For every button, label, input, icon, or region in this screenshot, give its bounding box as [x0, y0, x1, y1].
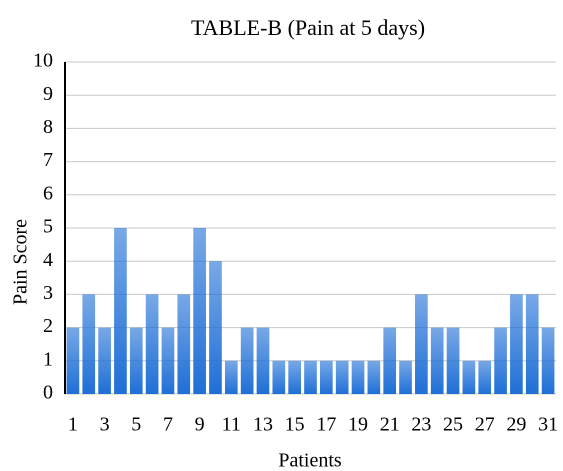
x-tick-label: 15 [285, 414, 305, 436]
bar [510, 294, 523, 394]
x-tick-label: 9 [195, 414, 205, 436]
bar [415, 294, 428, 394]
y-tick-label: 9 [43, 83, 53, 105]
bar [525, 294, 539, 394]
bar [114, 228, 127, 394]
y-tick-label: 7 [43, 149, 53, 171]
bar [98, 327, 111, 394]
y-tick-label: 0 [43, 382, 53, 404]
bar [129, 327, 143, 394]
bar [383, 327, 397, 394]
y-tick-label: 5 [43, 216, 53, 238]
x-tick-label: 7 [163, 414, 173, 436]
bar [224, 360, 238, 394]
chart-title: TABLE-B (Pain at 5 days) [191, 15, 425, 40]
bar [288, 360, 301, 394]
x-tick-label: 31 [538, 414, 558, 436]
bar [82, 294, 96, 394]
y-tick-label: 3 [43, 282, 53, 304]
bar [256, 327, 270, 394]
bar [351, 360, 365, 394]
bar [478, 360, 492, 394]
x-tick-label: 27 [475, 414, 495, 436]
bar [240, 327, 254, 394]
x-tick-label: 25 [443, 414, 463, 436]
bar [177, 294, 191, 394]
y-tick-label: 8 [43, 116, 53, 138]
bar [145, 294, 159, 394]
y-tick-label: 1 [43, 348, 53, 370]
bar [272, 360, 286, 394]
x-tick-label: 13 [253, 414, 273, 436]
y-tick-label: 4 [43, 249, 53, 271]
bar [541, 327, 555, 394]
bar [399, 360, 412, 394]
x-tick-label: 1 [68, 414, 78, 436]
x-tick-label: 29 [506, 414, 526, 436]
x-tick-label: 23 [411, 414, 431, 436]
bar [335, 360, 349, 394]
y-tick-label: 2 [43, 315, 53, 337]
bar [209, 261, 222, 394]
bar [462, 360, 476, 394]
x-tick-label: 5 [131, 414, 141, 436]
bar [193, 228, 206, 394]
x-tick-label: 21 [380, 414, 400, 436]
bar [446, 327, 460, 394]
bar [66, 327, 80, 394]
y-tick-label: 10 [33, 50, 53, 72]
bar [320, 360, 333, 394]
bar [430, 327, 444, 394]
x-tick-label: 17 [316, 414, 336, 436]
x-axis-label: Patients [278, 450, 342, 471]
x-tick-label: 3 [100, 414, 110, 436]
bar [494, 327, 507, 394]
bar [161, 327, 175, 394]
x-tick-label: 19 [348, 414, 368, 436]
bar [304, 360, 317, 394]
y-tick-label: 6 [43, 182, 53, 204]
bar [367, 360, 381, 394]
x-tick-label: 11 [222, 414, 241, 436]
y-axis-label: Pain Score [10, 219, 32, 305]
